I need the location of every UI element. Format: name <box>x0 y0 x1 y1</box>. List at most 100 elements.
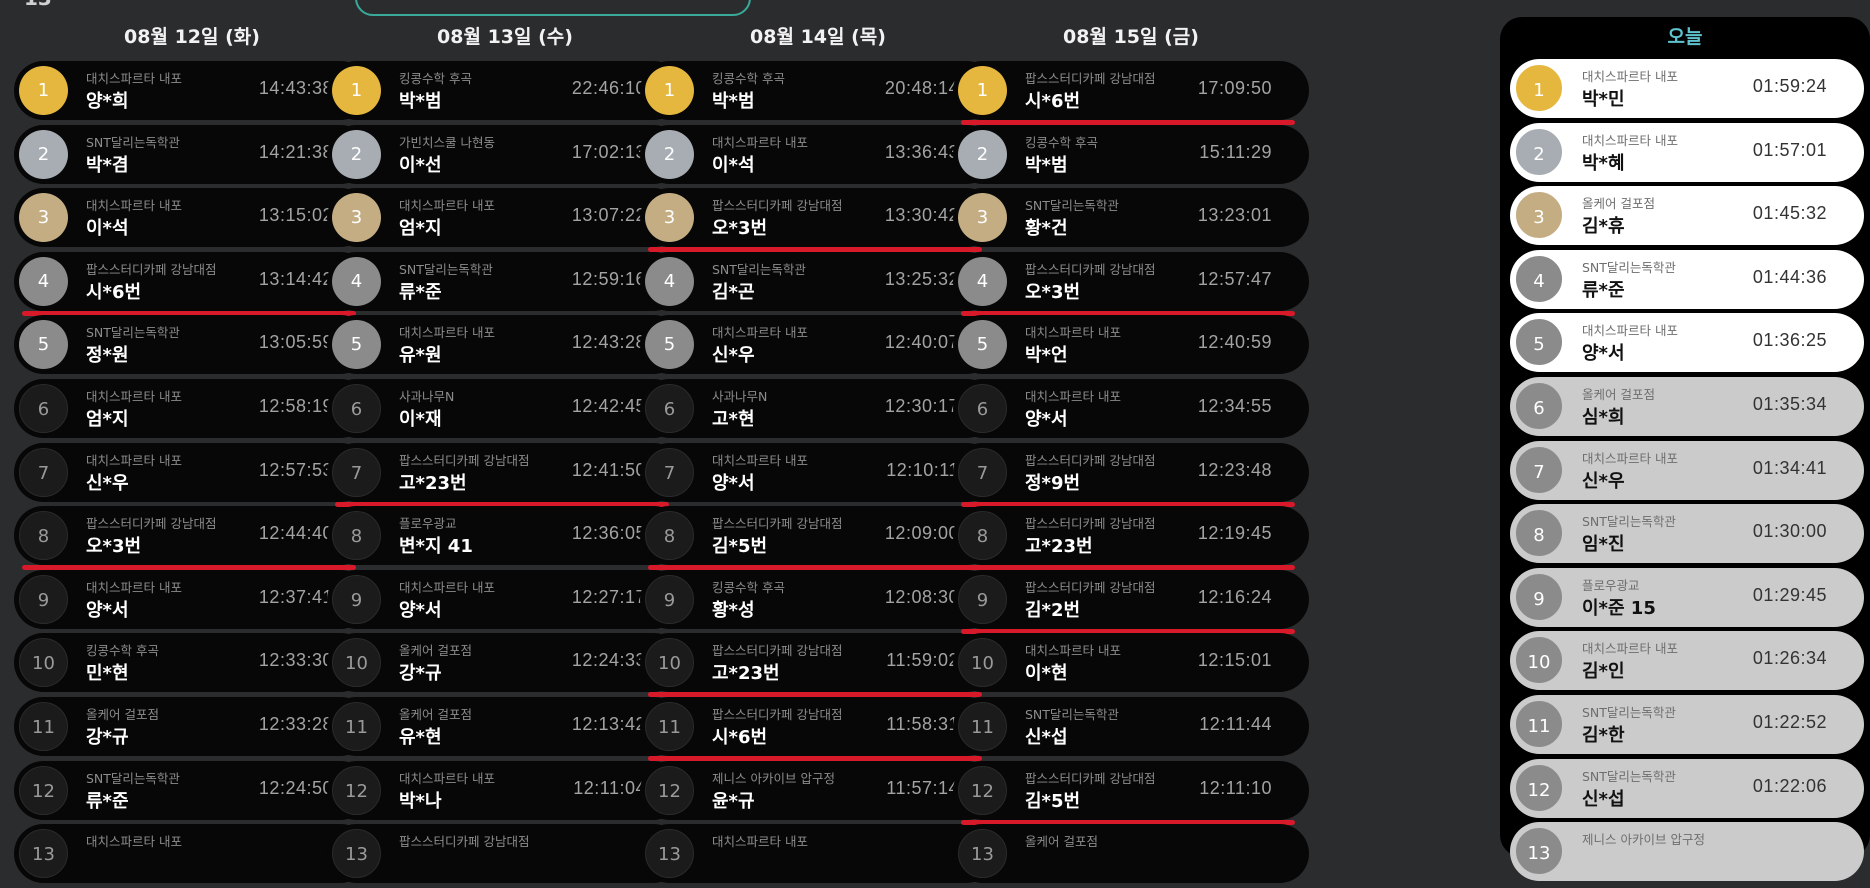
rank-row[interactable]: 4 SNT달리는독학관 류*준 12:59:16 <box>327 251 683 311</box>
rank-row[interactable]: 9 팝스스터디카페 강남대점 김*2번 12:16:24 <box>953 569 1309 634</box>
rank-row[interactable]: 11 SNT달리는독학관 신*섭 12:11:44 <box>953 696 1309 756</box>
rank-row[interactable]: 12 대치스파르타 내포 박*나 12:11:04 <box>327 760 683 820</box>
highlight-underline <box>335 501 669 507</box>
rank-row[interactable]: 2 SNT달리는독학관 박*겸 14:21:38 <box>14 124 370 184</box>
today-rank-row[interactable]: 6 올케어 걸포점 심*희 01:35:34 <box>1510 376 1864 436</box>
today-rank-row[interactable]: 10 대치스파르타 내포 김*인 01:26:34 <box>1510 631 1864 691</box>
rank-row[interactable]: 5 대치스파르타 내포 신*우 12:40:07 <box>640 315 996 375</box>
user-name: 엄*지 <box>86 408 129 430</box>
today-rank-row[interactable]: 4 SNT달리는독학관 류*준 01:44:36 <box>1510 249 1864 309</box>
place-label: 팝스스터디카페 강남대점 <box>712 643 843 659</box>
rank-badge: 4 <box>19 256 68 306</box>
today-ranking-list: 1 대치스파르타 내포 박*민 01:59:24 2 대치스파르타 내포 박*혜 01:57:… <box>1500 59 1870 882</box>
place-label: 대치스파르타 내포 <box>1025 643 1121 659</box>
today-rank-row[interactable]: 2 대치스파르타 내포 박*혜 01:57:01 <box>1510 122 1864 182</box>
place-label: 올케어 걸포점 <box>399 706 472 722</box>
rank-badge: 6 <box>958 383 1007 433</box>
rank-row[interactable]: 8 플로우광교 변*지 41 12:36:05 <box>327 506 683 566</box>
rank-row[interactable]: 1 킹콩수학 후곡 박*범 22:46:10 <box>327 61 683 120</box>
rank-badge: 10 <box>19 638 68 688</box>
today-rank-row[interactable]: 1 대치스파르타 내포 박*민 01:59:24 <box>1510 59 1864 118</box>
rank-row[interactable]: 6 사과나무N 고*현 12:30:17 <box>640 378 996 438</box>
rank-row[interactable]: 13 대치스파르타 내포 <box>640 824 996 884</box>
rank-row[interactable]: 7 대치스파르타 내포 신*우 12:57:53 <box>14 442 370 502</box>
rank-badge: 3 <box>332 193 381 243</box>
rank-row[interactable]: 4 팝스스터디카페 강남대점 오*3번 12:57:47 <box>953 251 1309 316</box>
study-time: 12:11:10 <box>1199 777 1272 798</box>
today-rank-row[interactable]: 12 SNT달리는독학관 신*섭 01:22:06 <box>1510 758 1864 818</box>
day-header: 08월 12일 (화) <box>124 26 260 48</box>
rank-row[interactable]: 9 킹콩수학 후곡 황*성 12:08:30 <box>640 569 996 629</box>
today-rank-row[interactable]: 13 제니스 아카이브 압구정 <box>1510 822 1864 882</box>
rank-row[interactable]: 3 대치스파르타 내포 엄*지 13:07:22 <box>327 188 683 248</box>
place-label: 올케어 걸포점 <box>399 643 472 659</box>
rank-row[interactable]: 4 팝스스터디카페 강남대점 시*6번 13:14:42 <box>14 251 370 316</box>
rank-row[interactable]: 5 대치스파르타 내포 박*언 12:40:59 <box>953 315 1309 375</box>
rank-row[interactable]: 7 대치스파르타 내포 양*서 12:10:11 <box>640 442 996 502</box>
top-tab-outline[interactable] <box>355 0 751 16</box>
today-rank-row[interactable]: 7 대치스파르타 내포 신*우 01:34:41 <box>1510 440 1864 500</box>
rank-row[interactable]: 12 제니스 아카이브 압구정 윤*규 11:57:14 <box>640 760 996 820</box>
rank-row[interactable]: 11 팝스스터디카페 강남대점 시*6번 11:58:31 <box>640 696 996 761</box>
rank-row[interactable]: 5 대치스파르타 내포 유*원 12:43:28 <box>327 315 683 375</box>
rank-row[interactable]: 10 팝스스터디카페 강남대점 고*23번 11:59:02 <box>640 633 996 698</box>
rank-row[interactable]: 10 대치스파르타 내포 이*현 12:15:01 <box>953 633 1309 693</box>
rank-row[interactable]: 6 사과나무N 이*재 12:42:45 <box>327 378 683 438</box>
rank-row[interactable]: 3 SNT달리는독학관 황*건 13:23:01 <box>953 188 1309 248</box>
rank-row[interactable]: 11 올케어 걸포점 강*규 12:33:28 <box>14 696 370 756</box>
today-rank-row[interactable]: 5 대치스파르타 내포 양*서 01:36:25 <box>1510 313 1864 373</box>
rank-row[interactable]: 2 가빈치스쿨 나현동 이*선 17:02:13 <box>327 124 683 184</box>
rank-row[interactable]: 6 대치스파르타 내포 엄*지 12:58:19 <box>14 378 370 438</box>
rank-row[interactable]: 9 대치스파르타 내포 양*서 12:27:17 <box>327 569 683 629</box>
today-rank-row[interactable]: 11 SNT달리는독학관 김*한 01:22:52 <box>1510 694 1864 754</box>
rank-row[interactable]: 8 팝스스터디카페 강남대점 김*5번 12:09:00 <box>640 506 996 571</box>
rank-row[interactable]: 6 대치스파르타 내포 양*서 12:34:55 <box>953 378 1309 438</box>
rank-badge: 2 <box>332 129 381 179</box>
rank-row[interactable]: 3 팝스스터디카페 강남대점 오*3번 13:30:42 <box>640 188 996 253</box>
rank-row[interactable]: 11 올케어 걸포점 유*현 12:13:42 <box>327 696 683 756</box>
study-time: 12:27:17 <box>571 586 646 607</box>
rank-badge: 6 <box>645 383 694 433</box>
place-label: 대치스파르타 내포 <box>86 388 182 404</box>
rank-row[interactable]: 1 팝스스터디카페 강남대점 시*6번 17:09:50 <box>953 61 1309 125</box>
rank-row[interactable]: 1 킹콩수학 후곡 박*범 20:48:14 <box>640 61 996 120</box>
rank-row[interactable]: 7 팝스스터디카페 강남대점 고*23번 12:41:50 <box>327 442 683 507</box>
rank-badge: 11 <box>958 701 1007 751</box>
study-time: 12:33:30 <box>258 650 333 671</box>
place-label: 팝스스터디카페 강남대점 <box>1025 770 1156 786</box>
user-name: 신*우 <box>1582 470 1625 492</box>
rank-badge: 10 <box>1513 634 1565 687</box>
rank-row[interactable]: 12 SNT달리는독학관 류*준 12:24:50 <box>14 760 370 820</box>
rank-row[interactable]: 2 킹콩수학 후곡 박*범 15:11:29 <box>953 124 1309 184</box>
study-time: 01:30:00 <box>1752 521 1827 542</box>
rank-row[interactable]: 10 킹콩수학 후곡 민*현 12:33:30 <box>14 633 370 693</box>
rank-row[interactable]: 10 올케어 걸포점 강*규 12:24:33 <box>327 633 683 693</box>
corner-number: 13 <box>24 0 52 10</box>
place-label: 팝스스터디카페 강남대점 <box>712 198 843 214</box>
rank-row[interactable]: 4 SNT달리는독학관 김*곤 13:25:32 <box>640 251 996 311</box>
rank-row[interactable]: 7 팝스스터디카페 강남대점 정*9번 12:23:48 <box>953 442 1309 507</box>
rank-row[interactable]: 13 대치스파르타 내포 <box>14 824 370 884</box>
rank-row[interactable]: 3 대치스파르타 내포 이*석 13:15:02 <box>14 188 370 248</box>
study-time: 14:21:38 <box>258 141 333 162</box>
rank-row[interactable]: 12 팝스스터디카페 강남대점 김*5번 12:11:10 <box>953 760 1309 825</box>
place-label: 올케어 걸포점 <box>86 706 159 722</box>
rank-row[interactable]: 5 SNT달리는독학관 정*원 13:05:59 <box>14 315 370 375</box>
today-rank-row[interactable]: 3 올케어 걸포점 김*휴 01:45:32 <box>1510 186 1864 246</box>
rank-badge: 9 <box>645 574 694 624</box>
rank-row[interactable]: 1 대치스파르타 내포 양*희 14:43:38 <box>14 61 370 120</box>
user-name: 심*희 <box>1582 406 1625 428</box>
place-label: 사과나무N <box>712 388 768 404</box>
rank-row[interactable]: 9 대치스파르타 내포 양*서 12:37:41 <box>14 569 370 629</box>
rank-badge: 8 <box>332 511 381 561</box>
rank-row[interactable]: 13 팝스스터디카페 강남대점 <box>327 824 683 884</box>
rank-row[interactable]: 8 팝스스터디카페 강남대점 고*23번 12:19:45 <box>953 506 1309 571</box>
user-name: 오*3번 <box>712 218 768 240</box>
today-rank-row[interactable]: 8 SNT달리는독학관 임*진 01:30:00 <box>1510 504 1864 564</box>
today-rank-row[interactable]: 9 플로우광교 이*준 15 01:29:45 <box>1510 567 1864 627</box>
user-name: 고*23번 <box>399 472 467 494</box>
rank-row[interactable]: 2 대치스파르타 내포 이*석 13:36:43 <box>640 124 996 184</box>
rank-row[interactable]: 13 올케어 걸포점 <box>953 824 1309 884</box>
rank-row[interactable]: 8 팝스스터디카페 강남대점 오*3번 12:44:40 <box>14 506 370 571</box>
user-name: 이*재 <box>399 408 442 430</box>
